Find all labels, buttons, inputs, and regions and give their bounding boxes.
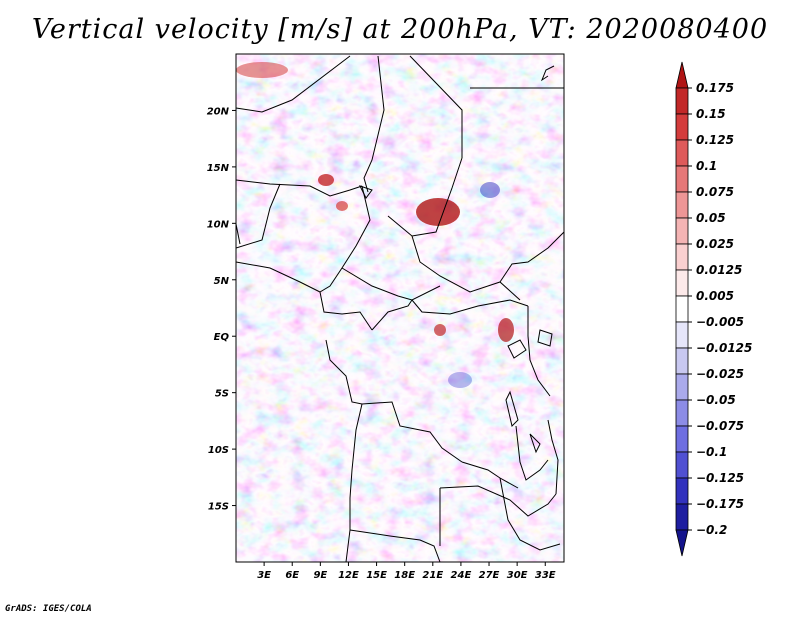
colorbar-swatch — [675, 373, 689, 401]
lat-axis: 20N 15N 10N 5N EQ 5S 10S 15S — [207, 106, 236, 513]
colorbar-swatch — [675, 243, 689, 271]
colorbar-label: 0.0125 — [696, 263, 742, 277]
downdraft-core — [448, 372, 472, 388]
lat-tick-label: EQ — [214, 332, 230, 343]
lon-tick-label: 9E — [313, 570, 327, 581]
lat-tick-label: 15N — [207, 163, 230, 174]
updraft-core — [498, 318, 514, 342]
lon-tick-label: 12E — [338, 570, 359, 581]
colorbar-swatch — [675, 87, 689, 115]
lon-tick-label: 30E — [507, 570, 528, 581]
lat-tick-label: 5S — [215, 389, 229, 400]
colorbar-swatch — [675, 113, 689, 141]
colorbar-label: −0.05 — [696, 393, 736, 407]
downdraft-core — [480, 182, 500, 198]
colorbar-swatch — [675, 295, 689, 323]
colorbar-swatch — [675, 399, 689, 427]
colorbar: 0.175 0.15 0.125 0.1 0.075 0.05 0.025 0.0125 0.0… — [675, 61, 752, 557]
colorbar-swatch — [675, 61, 689, 89]
colorbar-swatch — [675, 425, 689, 453]
lon-axis: 3E 6E 9E 12E 15E 18E 21E 24E 27E 30E 33E — [257, 562, 556, 581]
colorbar-swatch — [675, 217, 689, 245]
lon-tick-label: 24E — [451, 570, 472, 581]
map-frame — [235, 53, 565, 563]
grads-credit: GrADS: IGES/COLA — [5, 604, 92, 614]
map-title: Vertical velocity [m/s] at 200hPa, VT: 2… — [31, 14, 769, 45]
lon-tick-label: 18E — [394, 570, 415, 581]
colorbar-swatch — [675, 503, 689, 531]
lat-tick-label: 15S — [208, 502, 229, 513]
lon-tick-label: 6E — [285, 570, 299, 581]
colorbar-label: 0.15 — [696, 107, 726, 121]
colorbar-swatch — [675, 529, 689, 557]
colorbar-label: 0.075 — [696, 185, 734, 199]
colorbar-label: −0.1 — [696, 445, 727, 459]
colorbar-label: −0.025 — [696, 367, 744, 381]
updraft-core — [318, 174, 334, 186]
colorbar-swatch — [675, 451, 689, 479]
colorbar-swatch — [675, 347, 689, 375]
updraft-core — [434, 324, 446, 336]
colorbar-label: −0.0125 — [696, 341, 752, 355]
colorbar-label: −0.125 — [696, 471, 744, 485]
lakes — [359, 185, 553, 454]
lat-tick-label: 10N — [207, 219, 230, 230]
colorbar-label: 0.125 — [696, 133, 734, 147]
country-boundaries — [236, 55, 564, 562]
updraft-core — [336, 201, 348, 211]
colorbar-label: 0.05 — [696, 211, 726, 225]
updraft-core — [416, 198, 460, 226]
lat-tick-label: 5N — [214, 276, 230, 287]
colorbar-swatch — [675, 477, 689, 505]
lat-tick-label: 20N — [207, 106, 230, 117]
colorbar-swatch — [675, 269, 689, 297]
colorbar-label: 0.175 — [696, 81, 734, 95]
lon-tick-label: 27E — [479, 570, 500, 581]
colorbar-label: −0.175 — [696, 497, 744, 511]
colorbar-label: 0.005 — [696, 289, 734, 303]
lon-tick-label: 21E — [422, 570, 443, 581]
updraft-core — [236, 62, 288, 78]
colorbar-label: −0.075 — [696, 419, 744, 433]
colorbar-label: 0.025 — [696, 237, 734, 251]
lon-tick-label: 3E — [257, 570, 271, 581]
colorbar-label: −0.2 — [696, 523, 727, 537]
colorbar-swatch — [675, 321, 689, 349]
colorbar-label: −0.005 — [696, 315, 744, 329]
colorbar-swatch — [675, 139, 689, 167]
colorbar-label: 0.1 — [696, 159, 717, 173]
lon-tick-label: 33E — [535, 570, 556, 581]
lon-tick-label: 15E — [366, 570, 387, 581]
colorbar-swatch — [675, 165, 689, 193]
colorbar-swatch — [675, 191, 689, 219]
lat-tick-label: 10S — [208, 445, 229, 456]
